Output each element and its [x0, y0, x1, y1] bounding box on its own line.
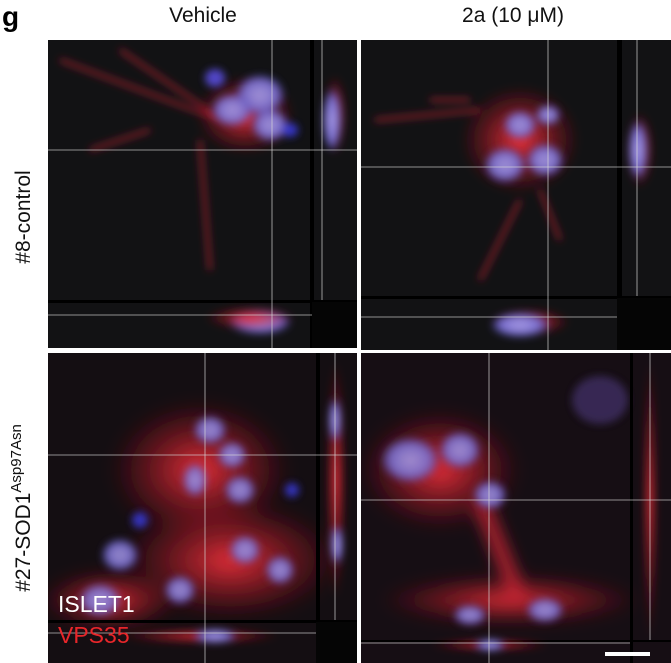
micrograph: [361, 353, 671, 663]
row-label-main: #27-SOD1: [12, 493, 35, 592]
channel-label: VPS35: [58, 622, 130, 648]
panel-letter: g: [2, 1, 19, 32]
row-label: #27-SOD1Asp97Asn: [8, 424, 35, 592]
micrograph: [48, 353, 357, 663]
column-label: 2a (10 μM): [462, 4, 564, 27]
channel-label: ISLET1: [58, 591, 135, 617]
column-label: Vehicle: [169, 4, 237, 27]
row-label: #8-control: [12, 170, 35, 263]
micrograph: [361, 40, 671, 350]
row-label-superscript: Asp97Asn: [8, 424, 25, 492]
micrograph: [48, 40, 357, 348]
scale-bar: [605, 652, 650, 656]
